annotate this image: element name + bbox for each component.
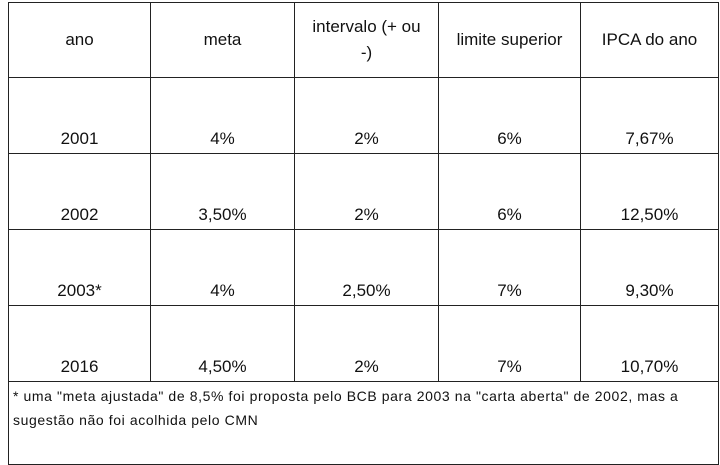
data-row: 2003* 4% 2,50% 7% 9,30% xyxy=(8,229,719,306)
data-row: 2016 4,50% 2% 7% 10,70% xyxy=(8,305,719,382)
header-row: ano meta intervalo (+ ou -) limite superior… xyxy=(8,2,719,78)
page: {"table": { "header": ["ano", "meta", "i… xyxy=(8,2,719,465)
data-cell: 3,50% xyxy=(150,153,295,230)
header-cell: limite superior xyxy=(438,2,581,78)
data-cell: 2% xyxy=(294,153,439,230)
data-row: 2001 4% 2% 6% 7,67% xyxy=(8,77,719,154)
data-cell: 2016 xyxy=(8,305,151,382)
data-row: 2002 3,50% 2% 6% 12,50% xyxy=(8,153,719,230)
data-cell: 4,50% xyxy=(150,305,295,382)
data-cell: 4% xyxy=(150,77,295,154)
data-cell: 4% xyxy=(150,229,295,306)
header-cell: ano xyxy=(8,2,151,78)
footnote-row: * uma "meta ajustada" de 8,5% foi propos… xyxy=(8,381,719,465)
table-body: ano meta intervalo (+ ou -) limite superior… xyxy=(8,2,719,465)
data-cell: 10,70% xyxy=(580,305,719,382)
data-cell: 2,50% xyxy=(294,229,439,306)
data-cell: 6% xyxy=(438,153,581,230)
data-cell: 7% xyxy=(438,229,581,306)
data-cell: 2001 xyxy=(8,77,151,154)
data-cell: 2003* xyxy=(8,229,151,306)
data-cell: 7% xyxy=(438,305,581,382)
data-cell: 2% xyxy=(294,77,439,154)
data-cell: 2% xyxy=(294,305,439,382)
data-cell: 2002 xyxy=(8,153,151,230)
header-cell: meta xyxy=(150,2,295,78)
data-cell: 12,50% xyxy=(580,153,719,230)
data-cell: 7,67% xyxy=(580,77,719,154)
header-cell: intervalo (+ ou -) xyxy=(294,2,439,78)
data-cell: 9,30% xyxy=(580,229,719,306)
data-cell: 6% xyxy=(438,77,581,154)
inflation-table: ano meta intervalo (+ ou -) limite superior… xyxy=(8,2,719,465)
footnote: * uma "meta ajustada" de 8,5% foi propos… xyxy=(8,381,719,465)
header-cell: IPCA do ano xyxy=(580,2,719,78)
